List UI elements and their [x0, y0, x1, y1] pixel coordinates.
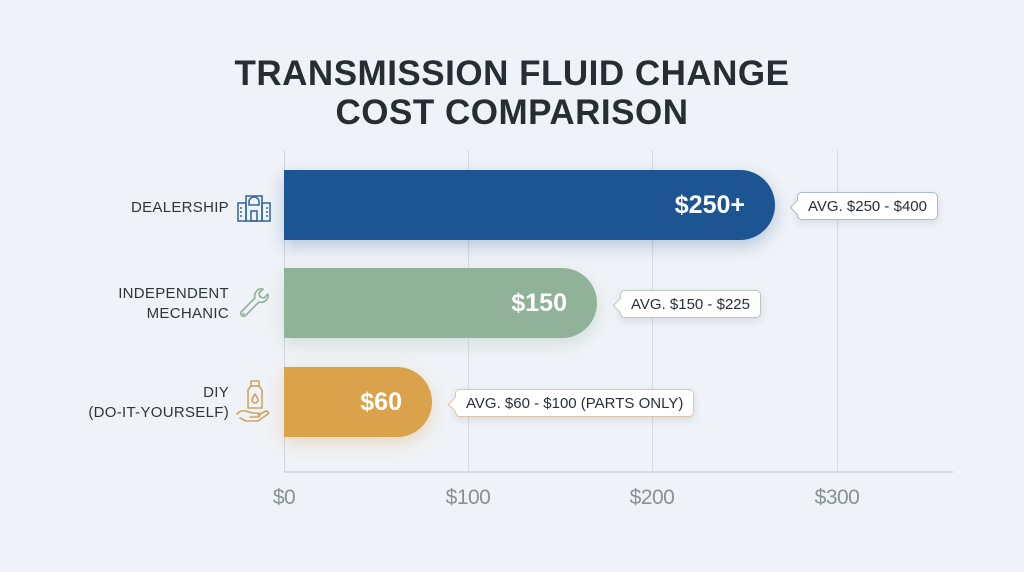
- bar-dealership[interactable]: $250+: [284, 170, 775, 240]
- category-label-text-line-2: MECHANIC: [146, 305, 229, 322]
- callout-text: AVG. $250 - $400: [808, 197, 927, 215]
- category-label-text-line-1: INDEPENDENT: [118, 285, 229, 302]
- x-axis-line: [284, 471, 953, 473]
- chart-title: TRANSMISSION FLUID CHANGE COST COMPARISO…: [0, 54, 1024, 132]
- wrench-icon: [239, 288, 269, 318]
- callout-dealership: AVG. $250 - $400: [797, 192, 938, 220]
- callout-text: AVG. $60 - $100 (PARTS ONLY): [466, 394, 684, 412]
- building-icon: [237, 195, 271, 222]
- category-label-diy: DIY (DO-IT-YOURSELF): [88, 383, 229, 423]
- category-label-dealership: DEALERSHIP: [131, 198, 229, 218]
- x-tick-300: $300: [814, 486, 860, 509]
- x-tick-200: $200: [629, 486, 675, 509]
- chart-title-line-1: TRANSMISSION FLUID CHANGE: [234, 54, 790, 93]
- category-label-independent-mechanic: INDEPENDENT MECHANIC: [118, 284, 229, 324]
- bar-value-diy: $60: [360, 387, 402, 416]
- bar-independent-mechanic[interactable]: $150: [284, 268, 597, 338]
- bar-diy[interactable]: $60: [284, 367, 432, 437]
- callout-text: AVG. $150 - $225: [631, 295, 750, 313]
- category-label-text-line-1: DIY: [203, 384, 229, 401]
- callout-diy: AVG. $60 - $100 (PARTS ONLY): [455, 389, 695, 417]
- x-tick-0: $0: [272, 486, 296, 509]
- oil-bottle-hand-icon: [236, 380, 270, 422]
- category-label-text-line-2: (DO-IT-YOURSELF): [88, 404, 229, 421]
- bar-value-dealership: $250+: [674, 190, 745, 219]
- category-label-text: DEALERSHIP: [130, 199, 229, 216]
- x-tick-100: $100: [445, 486, 491, 509]
- chart-title-line-2: COST COMPARISON: [335, 93, 689, 132]
- bar-value-independent-mechanic: $150: [511, 288, 567, 317]
- gridline-300: [837, 150, 838, 472]
- callout-independent-mechanic: AVG. $150 - $225: [620, 290, 761, 318]
